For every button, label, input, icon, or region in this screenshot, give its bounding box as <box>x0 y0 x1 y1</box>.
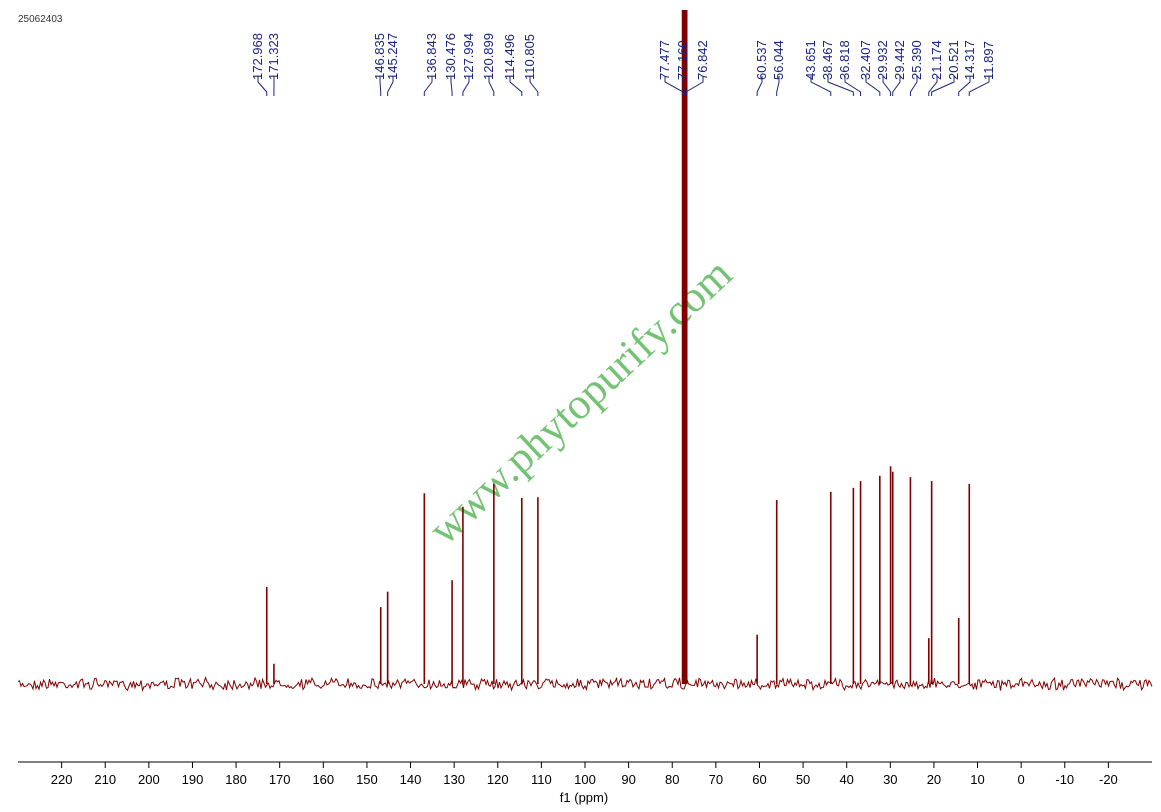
x-tick-label: 30 <box>883 772 897 787</box>
x-tick-label: 180 <box>225 772 247 787</box>
peak-label: 11.897 <box>981 41 996 80</box>
x-tick-label: 200 <box>138 772 160 787</box>
x-tick-label: 70 <box>709 772 723 787</box>
x-tick-label: 150 <box>356 772 378 787</box>
peak-connector <box>529 76 539 96</box>
peak-label: 145.247 <box>385 33 400 80</box>
x-tick-label: 40 <box>839 772 853 787</box>
peak-label: 25.390 <box>909 40 924 80</box>
peak-connector <box>488 76 495 96</box>
peak-connector <box>387 76 394 96</box>
x-axis-label: f1 (ppm) <box>560 790 608 805</box>
x-tick-label: 60 <box>752 772 766 787</box>
peak-label: 60.537 <box>754 40 769 80</box>
peak-label: 77.477 <box>657 40 672 80</box>
x-tick-label: 190 <box>182 772 204 787</box>
peak-label: 14.317 <box>962 40 977 80</box>
watermark: www.phytopurify.com <box>419 249 741 554</box>
peak-connector <box>810 76 832 96</box>
peak-connector <box>450 76 453 96</box>
x-tick-label: 170 <box>269 772 291 787</box>
chart-title: 25062403 <box>18 14 63 25</box>
peak-connector <box>462 76 470 96</box>
peak-label: 146.835 <box>372 33 387 80</box>
x-tick-label: 110 <box>531 772 552 787</box>
peak-label: 29.442 <box>892 40 907 80</box>
x-tick-label: 140 <box>400 772 422 787</box>
peak-connector <box>509 76 523 96</box>
peak-label: 172.968 <box>250 33 265 80</box>
x-tick-label: 100 <box>574 772 596 787</box>
x-tick-label: 80 <box>665 772 679 787</box>
x-tick-label: 0 <box>1018 772 1025 787</box>
x-tick-label: 120 <box>487 772 509 787</box>
peak-label: 29.932 <box>875 40 890 80</box>
peak-label: 171.323 <box>266 33 281 80</box>
peak-label: 38.467 <box>820 40 835 80</box>
baseline-noise <box>17 676 1153 693</box>
peak-label: 76.842 <box>695 40 710 80</box>
peak-label: 114.496 <box>502 34 517 80</box>
peak-label: 120.899 <box>481 33 496 80</box>
peak-connector <box>865 76 881 96</box>
peaks <box>265 10 971 684</box>
peak-label: 36.818 <box>837 40 852 80</box>
peak-label: 43.651 <box>803 40 818 80</box>
peak-connector <box>257 76 268 96</box>
peak-connector <box>682 76 686 96</box>
x-tick-label: 20 <box>927 772 941 787</box>
peak-label: 21.174 <box>929 40 944 80</box>
peak-connector <box>685 76 704 96</box>
peak-connector <box>892 76 901 96</box>
peak-connector <box>968 76 990 96</box>
peak-label: 20.521 <box>946 40 961 80</box>
x-tick-label: 10 <box>970 772 984 787</box>
peak-connector <box>423 76 433 96</box>
peak-label: 110.805 <box>522 34 537 80</box>
x-tick-label: -10 <box>1055 772 1074 787</box>
peak-label: 32.407 <box>858 40 873 80</box>
peak-connector <box>756 76 763 96</box>
x-tick-label: 90 <box>621 772 635 787</box>
x-tick-label: 220 <box>51 772 73 787</box>
peak-connector <box>931 76 955 96</box>
peak-connector <box>379 76 382 96</box>
peak-label: 77.160 <box>675 40 690 80</box>
peak-connector <box>958 76 971 96</box>
peak-label: 136.843 <box>424 33 439 80</box>
peak-label: 127.994 <box>461 33 476 80</box>
x-tick-label: -20 <box>1099 772 1118 787</box>
peak-connector <box>776 76 780 96</box>
x-tick-label: 160 <box>312 772 334 787</box>
x-tick-label: 210 <box>94 772 116 787</box>
peak-connector <box>909 76 918 96</box>
peak-label: 130.476 <box>443 33 458 80</box>
peak-connector <box>882 76 892 96</box>
peak-connector <box>664 76 684 96</box>
peak-connector <box>844 76 862 96</box>
x-tick-label: 130 <box>443 772 465 787</box>
peak-connector <box>928 76 938 96</box>
peak-label: 56.044 <box>771 40 786 80</box>
x-tick-label: 50 <box>796 772 810 787</box>
peak-connector <box>827 76 854 96</box>
